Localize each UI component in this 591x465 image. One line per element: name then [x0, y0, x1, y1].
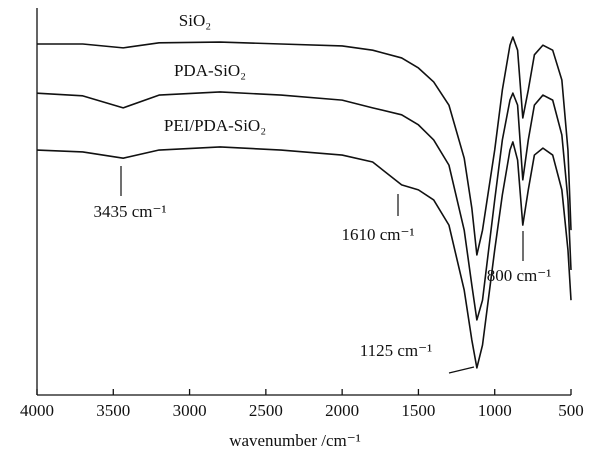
- annotation: 800 cm⁻¹: [487, 266, 552, 285]
- series-label: PEI/PDA-SiO₂: [164, 116, 266, 135]
- annotation: 1125 cm⁻¹: [360, 341, 432, 360]
- x-tick-label: 1000: [478, 401, 512, 420]
- annotation: 1610 cm⁻¹: [341, 225, 414, 244]
- spectrum-line: [36, 91, 572, 321]
- x-tick-label: 3500: [96, 401, 130, 420]
- spectrum-line: [37, 36, 572, 256]
- x-tick-label: 500: [558, 401, 584, 420]
- x-axis-label: wavenumber /cm⁻¹: [229, 431, 361, 450]
- x-tick-label: 3000: [173, 401, 207, 420]
- series-label: PDA-SiO₂: [174, 61, 246, 80]
- x-tick-label: 4000: [20, 401, 54, 420]
- x-tick-label: 1500: [401, 401, 435, 420]
- annotation: 3435 cm⁻¹: [93, 202, 166, 221]
- series-label: SiO₂: [179, 11, 211, 30]
- annotation-leader: [448, 366, 475, 374]
- x-tick-label: 2500: [249, 401, 283, 420]
- x-tick-label: 2000: [325, 401, 359, 420]
- spectrum-line: [36, 141, 572, 369]
